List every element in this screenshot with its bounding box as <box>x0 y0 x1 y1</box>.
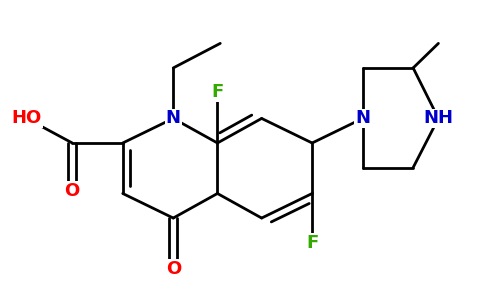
Text: O: O <box>65 182 80 200</box>
Text: F: F <box>212 83 224 101</box>
Text: N: N <box>166 110 181 128</box>
Text: N: N <box>355 110 370 128</box>
Text: F: F <box>306 234 318 252</box>
Text: O: O <box>166 260 181 278</box>
Text: HO: HO <box>12 110 42 128</box>
Text: NH: NH <box>424 110 454 128</box>
